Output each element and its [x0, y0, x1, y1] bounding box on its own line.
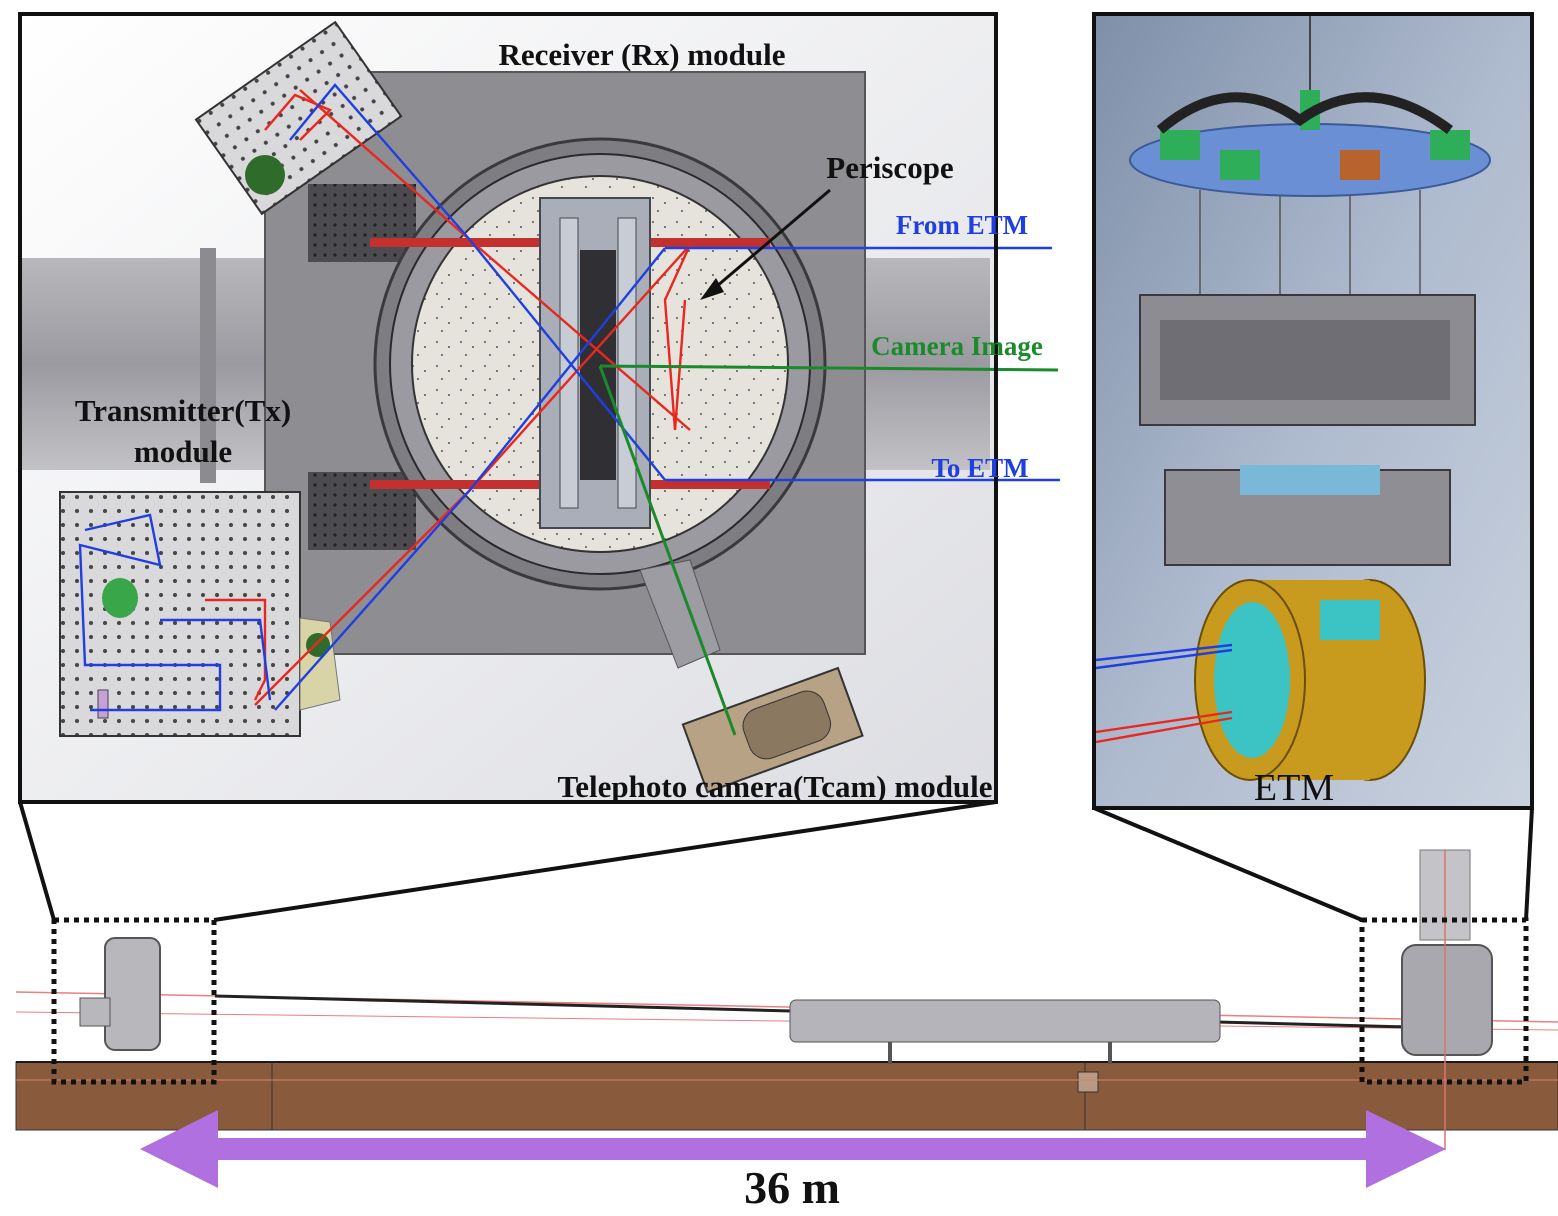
tx-rx-chamber: [104, 937, 161, 1051]
periscope-pointer: [709, 188, 831, 294]
green-beam: [598, 364, 1059, 736]
distance-label: 36 m: [744, 1162, 840, 1213]
tx-rx-inset-panel: [18, 12, 1060, 804]
suspension-wires: [1199, 190, 1421, 300]
rx-sphere: [245, 155, 285, 195]
beamline-guide-2: [15, 1011, 1558, 1031]
tunnel-floor: [15, 1061, 1558, 1131]
periscope-pointer-head: [700, 278, 724, 300]
tx-sphere: [102, 578, 138, 618]
etm-beams: [1095, 643, 1233, 744]
top-stage-coil-3: [1430, 130, 1470, 160]
tcam-module-label: Telephoto camera(Tcam) module: [557, 769, 992, 804]
pipe-flange: [200, 248, 216, 483]
etm-chamber: [1401, 944, 1493, 1056]
tx-rx-chamber-port: [79, 997, 111, 1027]
camera-image-label: Camera Image: [871, 331, 1043, 361]
inset-border: [18, 12, 998, 804]
tx-laser: [97, 689, 109, 719]
recoil-mass-top: [1240, 465, 1380, 495]
top-stage-magnet: [1340, 150, 1380, 180]
etm-label: ETM: [1254, 767, 1334, 809]
tx-module-label-line1: Transmitter(Tx): [75, 393, 291, 428]
distance-arrow-shaft: [210, 1138, 1370, 1160]
periscope-post-right: [617, 217, 637, 509]
tx-zoom-connector-left: [18, 801, 56, 921]
top-stage-cables: [1156, 92, 1453, 135]
floor-bracket: [1077, 1071, 1099, 1093]
etm-zoom-connector-right: [1524, 807, 1534, 921]
tx-zoom-connector-right: [213, 800, 997, 922]
distance-arrow-head-right: [1366, 1110, 1446, 1188]
rx-module-label: Receiver (Rx) module: [499, 37, 786, 72]
etm-mirror: [1214, 602, 1290, 758]
tx-module-label-line2: module: [134, 434, 232, 469]
etm-mirror-window: [1320, 600, 1380, 640]
to-etm-label: To ETM: [931, 453, 1028, 483]
chamber-port-top: [308, 184, 416, 262]
etm-inset-border: [1092, 12, 1534, 810]
etm-zoom-connector-left: [1093, 806, 1363, 922]
top-stage-coil-1: [1160, 130, 1200, 160]
tx-rx-zoom-box: [51, 917, 217, 1085]
tx-side-sphere: [306, 633, 330, 657]
etm-zoom-box: [1359, 917, 1529, 1085]
top-stage-coil-2: [1220, 150, 1260, 180]
overview-strip: [15, 800, 1558, 1188]
periscope-label: Periscope: [826, 150, 953, 185]
beam-duct: [789, 999, 1221, 1043]
tcam-module: [681, 666, 864, 794]
distance-arrow-head-left: [140, 1110, 218, 1188]
etm-inset-panel: [1092, 12, 1534, 810]
from-etm-label: From ETM: [896, 210, 1028, 240]
intermediate-mass-inner: [1160, 320, 1450, 400]
